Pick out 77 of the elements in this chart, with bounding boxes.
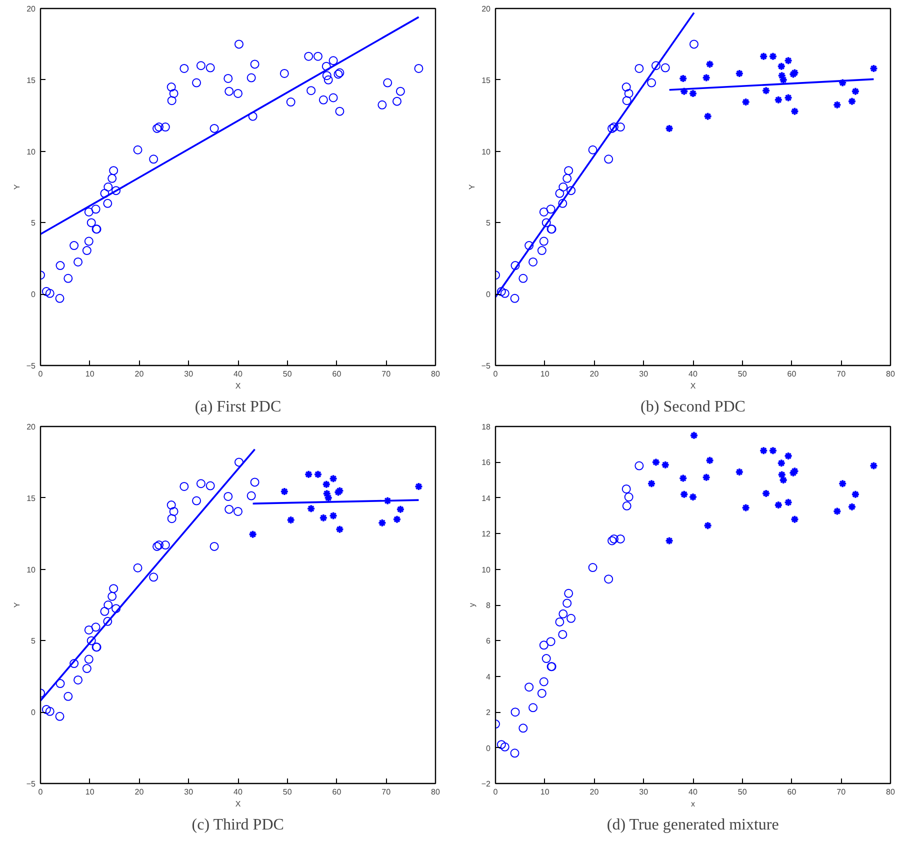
x-tick-label: 70 xyxy=(836,370,846,378)
y-tick-label: 15 xyxy=(482,76,492,85)
y-tick-label: 0 xyxy=(31,708,36,718)
x-tick-label: 40 xyxy=(234,788,243,796)
x-tick-label: 30 xyxy=(639,370,649,378)
x-tick-label: 40 xyxy=(688,370,698,378)
x-tick-label: 20 xyxy=(590,788,600,796)
x-tick-label: 10 xyxy=(85,370,95,378)
y-tick-label: 5 xyxy=(31,218,36,228)
y-axis-title: Y xyxy=(12,602,22,608)
x-tick-label: 50 xyxy=(738,788,748,796)
x-tick-label: 40 xyxy=(234,370,243,378)
y-tick-label: 8 xyxy=(486,601,492,610)
y-tick-label: 10 xyxy=(482,147,492,156)
y-tick-label: 16 xyxy=(482,458,492,468)
y-tick-label: 18 xyxy=(482,422,492,432)
x-tick-label: 30 xyxy=(184,788,194,796)
y-axis-title: Y xyxy=(467,184,476,190)
x-tick-label: 50 xyxy=(282,788,292,796)
y-tick-label: −5 xyxy=(26,362,36,370)
x-tick-label: 10 xyxy=(540,788,550,796)
y-tick-label: 10 xyxy=(26,147,36,156)
y-axis-title: y xyxy=(467,603,476,607)
x-tick-label: 20 xyxy=(134,370,144,378)
y-tick-label: 12 xyxy=(482,530,492,539)
x-tick-label: 60 xyxy=(787,370,797,378)
y-tick-label: 15 xyxy=(26,494,36,503)
y-tick-label: 0 xyxy=(31,290,36,300)
x-tick-label: 80 xyxy=(431,370,440,378)
y-tick-label: 10 xyxy=(482,565,492,574)
x-axis-title: X xyxy=(690,382,696,390)
x-tick-label: 60 xyxy=(332,788,342,796)
y-tick-label: 4 xyxy=(486,672,492,682)
y-tick-label: 0 xyxy=(486,744,492,753)
x-axis-title: X xyxy=(235,382,242,390)
y-tick-label: 20 xyxy=(26,422,36,432)
text: (a) First PDC xyxy=(194,398,282,416)
y-tick-label: −2 xyxy=(481,780,492,788)
x-tick-label: 70 xyxy=(382,788,392,796)
x-tick-label: 50 xyxy=(738,370,748,378)
x-tick-label: 80 xyxy=(886,788,896,796)
x-axis-title: x xyxy=(691,800,695,808)
x-tick-label: 80 xyxy=(431,788,440,796)
text: (b) Second PDC xyxy=(640,398,746,416)
y-tick-label: 5 xyxy=(31,636,36,646)
y-tick-label: 15 xyxy=(26,76,36,85)
y-axis-title: Y xyxy=(12,184,22,190)
x-tick-label: 70 xyxy=(836,788,846,796)
y-tick-label: 20 xyxy=(26,4,36,14)
x-tick-label: 0 xyxy=(38,788,44,796)
x-tick-label: 0 xyxy=(493,788,498,796)
x-tick-label: 0 xyxy=(38,370,44,378)
x-tick-label: 60 xyxy=(787,788,797,796)
y-tick-label: 0 xyxy=(486,290,492,300)
x-tick-label: 20 xyxy=(134,788,144,796)
x-tick-label: 0 xyxy=(493,370,498,378)
x-axis-title: X xyxy=(235,800,242,808)
x-tick-label: 20 xyxy=(590,370,600,378)
y-tick-label: 10 xyxy=(26,565,36,574)
y-tick-label: 5 xyxy=(486,218,492,228)
x-tick-label: 10 xyxy=(85,788,95,796)
y-tick-label: 6 xyxy=(486,636,492,646)
x-tick-label: 30 xyxy=(639,788,649,796)
x-tick-label: 40 xyxy=(688,788,698,796)
text: (d) True generated mixture xyxy=(606,816,779,834)
x-tick-label: 30 xyxy=(184,370,194,378)
x-tick-label: 60 xyxy=(332,370,342,378)
x-tick-label: 80 xyxy=(886,370,896,378)
x-tick-label: 70 xyxy=(382,370,392,378)
y-tick-label: −5 xyxy=(26,780,36,788)
x-tick-label: 50 xyxy=(282,370,292,378)
y-tick-label: 2 xyxy=(486,708,492,718)
text: (c) Third PDC xyxy=(192,816,284,834)
y-tick-label: 20 xyxy=(482,4,492,14)
x-tick-label: 10 xyxy=(540,370,550,378)
y-tick-label: 14 xyxy=(482,494,492,503)
y-tick-label: −5 xyxy=(481,362,492,370)
